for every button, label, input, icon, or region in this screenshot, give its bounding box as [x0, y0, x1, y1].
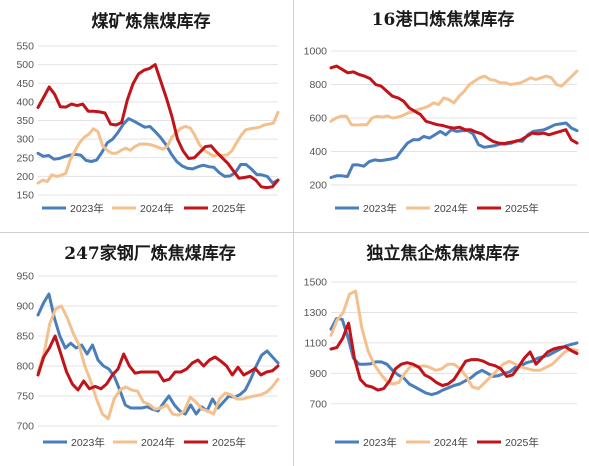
vertical-divider — [293, 0, 294, 466]
series-line-2025年 — [36, 63, 280, 190]
legend-label: 2023年 — [70, 202, 104, 215]
series-line-2023年 — [329, 317, 579, 397]
y-tick-label: 850 — [16, 331, 34, 343]
y-tick-label: 400 — [309, 146, 327, 158]
chart-coal-mine-inventory: 煤矿炼焦煤库存 150 200 250 300 350 400 450 500 550 2023年 2… — [16, 11, 280, 215]
legend-label: 2024年 — [141, 436, 175, 449]
y-tick-label: 900 — [16, 301, 34, 313]
y-tick-label: 1000 — [304, 46, 328, 58]
legend-label: 2025年 — [505, 436, 539, 449]
legend-label: 2023年 — [363, 436, 397, 449]
y-tick-label: 200 — [309, 180, 327, 192]
series-line-2024年 — [36, 304, 280, 421]
legend-label: 2025年 — [505, 202, 539, 215]
y-tick-label: 800 — [16, 361, 34, 373]
y-tick-label: 300 — [16, 134, 34, 146]
y-tick-label: 750 — [16, 391, 34, 403]
chart-panel-independent-coking: 独立焦企炼焦煤库存 700 900 1100 1300 1500 2023年 2024年 202… — [295, 234, 589, 466]
y-tick-label: 250 — [16, 152, 34, 164]
chart-title: 16港口炼焦煤库存 — [372, 9, 515, 30]
y-tick-label: 450 — [16, 78, 34, 90]
y-tick-label: 1100 — [304, 337, 327, 349]
horizontal-divider — [0, 232, 589, 233]
y-tick-label: 400 — [16, 96, 34, 108]
chart-panel-16-ports: 16港口炼焦煤库存 200 400 600 800 1000 2023年 2024年 2025年 — [295, 0, 589, 231]
chart-independent-coking-inventory: 独立焦企炼焦煤库存 700 900 1100 1300 1500 2023年 2024年 202… — [304, 243, 579, 449]
chart-title: 独立焦企炼焦煤库存 — [367, 243, 520, 264]
legend-label: 2023年 — [71, 436, 105, 449]
series-line-2025年 — [329, 321, 579, 392]
chart-title: 煤矿炼焦煤库存 — [92, 11, 211, 32]
legend-label: 2025年 — [212, 202, 246, 215]
chart-panel-247-steel-mills: 247家钢厂炼焦煤库存 700 750 800 850 900 950 2023年 2024年 2… — [0, 234, 292, 466]
y-tick-label: 550 — [16, 41, 34, 53]
y-tick-label: 600 — [309, 113, 327, 125]
series-line-2024年 — [36, 110, 280, 185]
y-tick-label: 150 — [16, 190, 34, 202]
y-tick-label: 950 — [16, 271, 34, 283]
y-tick-label: 500 — [16, 59, 34, 71]
legend-label: 2023年 — [363, 202, 397, 215]
series-line-2024年 — [329, 69, 579, 127]
y-tick-label: 800 — [309, 79, 327, 91]
series-line-2023年 — [329, 121, 579, 179]
series-line-2025年 — [36, 334, 280, 392]
series-line-2023年 — [36, 117, 280, 185]
legend-label: 2024年 — [140, 202, 174, 215]
legend-label: 2025年 — [212, 436, 246, 449]
y-tick-label: 700 — [16, 421, 34, 433]
y-tick-label: 200 — [16, 171, 34, 183]
y-tick-label: 1300 — [304, 307, 328, 319]
y-tick-label: 350 — [16, 115, 34, 127]
legend-label: 2024年 — [434, 436, 468, 449]
legend-label: 2024年 — [434, 202, 468, 215]
chart-title: 247家钢厂炼焦煤库存 — [64, 243, 236, 264]
y-tick-label: 700 — [309, 398, 327, 410]
series-line-2024年 — [329, 289, 579, 391]
chart-16-ports-inventory: 16港口炼焦煤库存 200 400 600 800 1000 2023年 2024年 2025年 — [304, 9, 579, 215]
y-tick-label: 900 — [309, 368, 327, 380]
chart-247-steel-mills-inventory: 247家钢厂炼焦煤库存 700 750 800 850 900 950 2023年 2024年 2… — [16, 243, 280, 449]
y-tick-label: 1500 — [304, 277, 328, 289]
chart-panel-coal-mine: 煤矿炼焦煤库存 150 200 250 300 350 400 450 500 550 2023年 2… — [0, 0, 292, 231]
series-line-2025年 — [329, 64, 579, 145]
